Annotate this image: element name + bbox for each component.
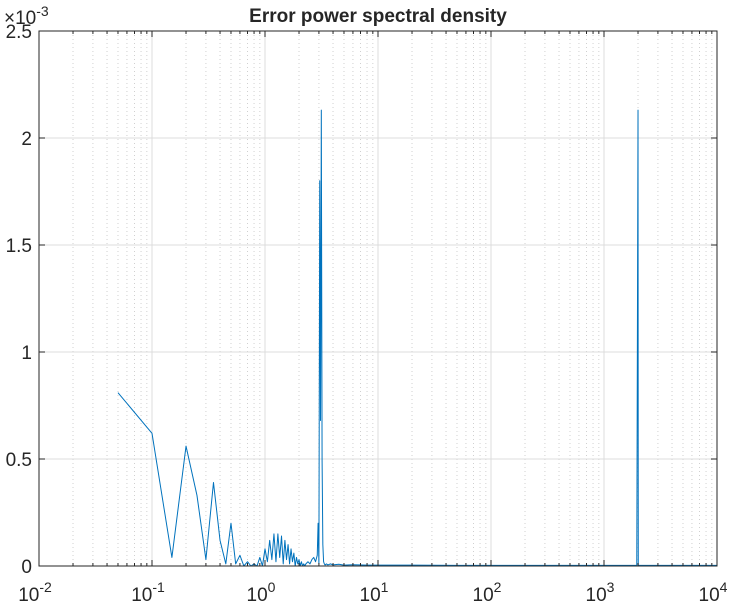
chart-title: Error power spectral density [249, 6, 507, 27]
y-exponent-label: ×10-3 [4, 3, 49, 29]
x-tick-label: 104 [699, 579, 728, 605]
y-tick-label: 1 [21, 343, 32, 364]
y-tick-label: 0 [21, 557, 32, 578]
tick-labels-group: 10-2 10-1 100 101 102 103 104 0 0.5 1 1.5 2 2.5 [6, 22, 728, 605]
x-tick-label: 100 [247, 579, 276, 605]
x-tick-label: 103 [586, 579, 615, 605]
x-tick-label: 10-2 [18, 579, 52, 605]
series-line [117, 109, 717, 567]
y-tick-label: 0.5 [6, 450, 32, 471]
series-group [117, 109, 717, 567]
x-tick-label: 10-1 [131, 579, 165, 605]
y-tick-label: 2 [21, 129, 32, 150]
x-tick-label: 102 [473, 579, 502, 605]
ticks-group [38, 30, 718, 567]
y-tick-label: 1.5 [6, 236, 32, 257]
x-tick-label: 101 [360, 579, 389, 605]
y-tick-label: 2.5 [6, 22, 32, 43]
